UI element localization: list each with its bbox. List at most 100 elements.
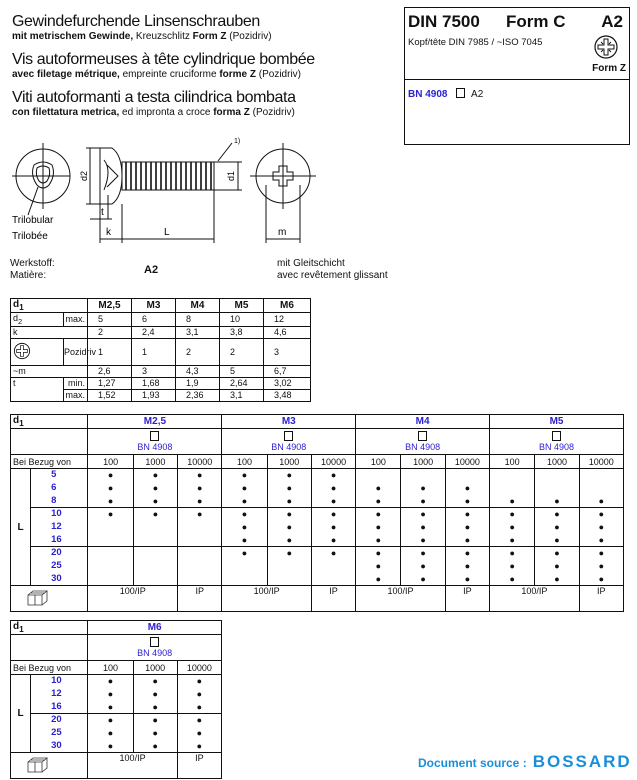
availability-dot: ● xyxy=(444,520,491,534)
article-number[interactable]: BN 4908 xyxy=(271,442,307,452)
table-row: max. 1,52 1,93 2,36 3,1 3,48 xyxy=(11,388,311,402)
length-row: 16 ● ● ● ● ● ● ● ● ● xyxy=(11,533,625,547)
availability-dot: ● xyxy=(176,739,223,753)
packaging-icon-cell xyxy=(9,585,89,612)
article-checkbox[interactable] xyxy=(418,431,428,441)
article-checkbox[interactable] xyxy=(284,431,294,441)
pozidriv-end-view xyxy=(250,143,316,243)
length-value: 30 xyxy=(30,739,88,753)
row-sublabel: Pozidriv xyxy=(63,337,96,366)
length-row: 8 ● ● ● ● ● ● ● ● ● ● ● ● xyxy=(11,494,625,508)
availability-dot: ● xyxy=(221,494,268,508)
length-value: 12 xyxy=(30,520,88,534)
availability-dot: ● xyxy=(400,559,446,573)
source-label: Document source : xyxy=(418,756,527,770)
title-block-it: Viti autoformanti a testa cilindrica bom… xyxy=(12,89,296,118)
length-row: 16 ● ● ● xyxy=(11,700,223,714)
packaging-icon-cell xyxy=(9,752,89,779)
length-value: 16 xyxy=(30,533,88,547)
bossard-logo: BOSSARD xyxy=(532,752,632,771)
value-cell: 1,9 xyxy=(175,376,220,390)
length-value: 10 xyxy=(30,674,88,688)
row-label: k xyxy=(10,325,64,339)
article-checkbox[interactable] xyxy=(150,637,160,647)
packaging-ip: IP xyxy=(177,585,223,612)
article-checkbox[interactable] xyxy=(456,88,466,98)
value-cell: 3,1 xyxy=(219,388,264,402)
quantity-header: 100 xyxy=(221,454,268,469)
length-row: L 5 ● ● ● ● ● ● xyxy=(9,468,625,586)
subtitle-it: con filettatura metrica, ed impronta a c… xyxy=(12,107,296,118)
value-cell: 2,36 xyxy=(175,388,220,402)
availability-dot: ● xyxy=(87,726,134,740)
availability-dot: ● xyxy=(266,533,312,547)
pozidriv-icon xyxy=(594,35,618,59)
availability-empty xyxy=(489,468,536,482)
availability-dot: ● xyxy=(444,507,491,521)
article-number[interactable]: BN 4908 xyxy=(408,89,448,100)
availability-empty xyxy=(177,533,223,547)
article-row: BN 4908 BN 4908 BN 4908 BN 4908 xyxy=(9,428,624,455)
quantity-row: Bei Bezug von 100 1000 10000 100 1000 10000 100… xyxy=(9,454,625,469)
availability-empty xyxy=(177,559,223,573)
article-checkbox[interactable] xyxy=(150,431,160,441)
material-grade: A2 xyxy=(601,12,623,31)
title-block-de: Gewindefurchende Linsenschrauben mit met… xyxy=(12,13,272,42)
availability-dot: ● xyxy=(534,572,580,586)
value-cell: 4,6 xyxy=(263,325,311,339)
d1-header: d1 xyxy=(10,298,88,313)
availability-dot: ● xyxy=(87,739,134,753)
article-line: BN 4908 A2 xyxy=(408,88,483,100)
subtitle-part: Kreuzschlitz xyxy=(133,31,193,42)
value-cell: 1,52 xyxy=(87,388,132,402)
material-value: A2 xyxy=(144,264,159,276)
availability-dot: ● xyxy=(177,468,223,482)
value-cell: 4,3 xyxy=(175,364,220,378)
availability-empty xyxy=(221,572,268,586)
table-row: Pozidriv 1 1 2 2 3 xyxy=(10,337,311,366)
availability-dot: ● xyxy=(221,520,268,534)
availability-empty xyxy=(87,520,134,534)
article-checkbox[interactable] xyxy=(552,431,562,441)
value-cell: 3,02 xyxy=(263,376,311,390)
availability-dot: ● xyxy=(310,546,357,560)
length-row: 12 ● ● ● ● ● ● ● ● ● xyxy=(11,520,625,534)
length-row: 10 ● ● ● ● ● ● ● ● ● ● ● ● xyxy=(11,507,625,521)
length-row: 25 ● ● ● xyxy=(11,726,223,740)
availability-dot: ● xyxy=(132,726,178,740)
length-value: 30 xyxy=(30,572,88,586)
d1-header: d1 xyxy=(9,620,89,635)
availability-dot: ● xyxy=(132,494,179,508)
table-row: t min. 1,27 1,68 1,9 2,64 3,02 xyxy=(10,376,311,402)
article-number[interactable]: BN 4908 xyxy=(539,442,575,452)
availability-dot: ● xyxy=(400,572,446,586)
length-value: 16 xyxy=(30,700,88,714)
article-number[interactable]: BN 4908 xyxy=(405,442,441,452)
availability-dot: ● xyxy=(310,468,357,482)
title-fr: Vis autoformeuses à tête cylindrique bom… xyxy=(12,51,315,68)
availability-table-m6: d1 M6 BN 4908 Bei Bezug von 100 1000 10000 L 10 ●… xyxy=(9,620,223,779)
availability-dot: ● xyxy=(489,572,536,586)
quantity-header: 100 xyxy=(87,454,134,469)
quantity-header: 10000 xyxy=(444,454,491,469)
article-cell: BN 4908 xyxy=(355,428,491,455)
value-cell: 2 xyxy=(87,325,132,339)
length-row: L 10 ● ● ● xyxy=(9,674,223,753)
availability-dot: ● xyxy=(132,507,179,521)
article-cell: BN 4908 xyxy=(221,428,357,455)
quantity-header: 10000 xyxy=(176,660,223,675)
availability-empty xyxy=(534,481,580,495)
availability-dot: ● xyxy=(534,533,580,547)
article-cell: BN 4908 xyxy=(87,428,223,455)
length-value: 8 xyxy=(30,494,88,508)
length-row: 20 ● ● ● xyxy=(11,713,223,727)
packaging-bulk: 100/IP xyxy=(489,585,580,612)
quantity-label: Bei Bezug von xyxy=(9,660,89,675)
availability-dot: ● xyxy=(87,700,134,714)
subtitle-de: mit metrischem Gewinde, Kreuzschlitz For… xyxy=(12,31,272,42)
availability-dot: ● xyxy=(177,481,223,495)
article-number[interactable]: BN 4908 xyxy=(137,648,173,658)
article-number[interactable]: BN 4908 xyxy=(137,442,173,452)
availability-empty xyxy=(87,559,134,573)
availability-dot: ● xyxy=(266,494,312,508)
